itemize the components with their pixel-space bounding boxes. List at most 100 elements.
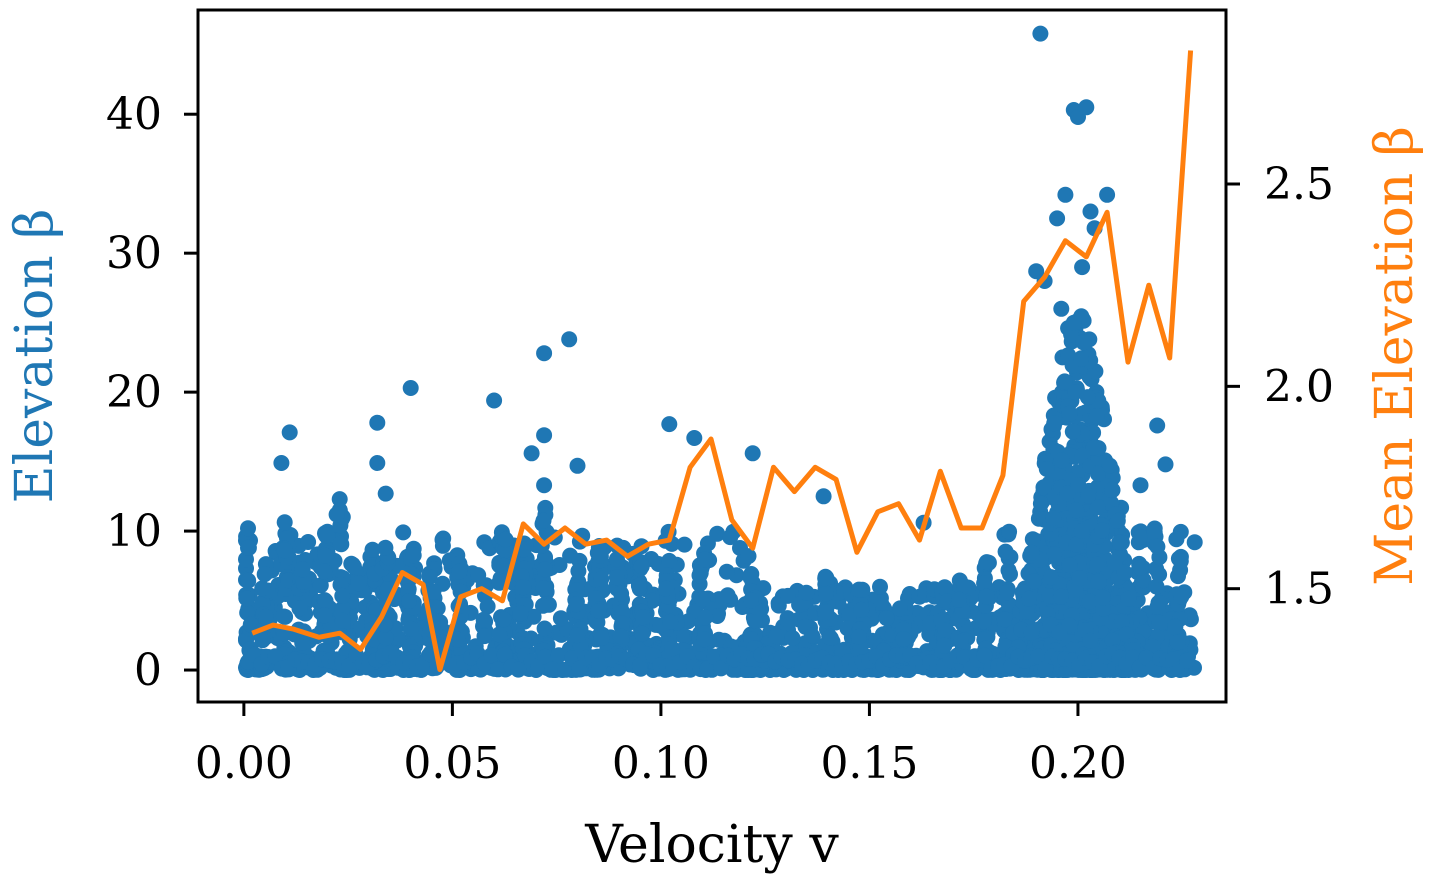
scatter-point	[240, 539, 256, 556]
scatter-point	[1067, 384, 1084, 401]
scatter-point	[664, 640, 681, 657]
scatter-point	[536, 345, 553, 362]
scatter-point	[1173, 588, 1190, 605]
scatter-point	[1030, 648, 1047, 665]
scatter-point	[1090, 573, 1107, 590]
scatter-point	[676, 536, 693, 553]
scatter-point	[612, 628, 629, 645]
scatter-point	[1099, 186, 1116, 203]
scatter-point	[822, 629, 839, 646]
scatter-point	[996, 611, 1013, 628]
scatter-point	[673, 627, 690, 643]
scatter-point	[510, 661, 527, 678]
scatter-point	[1149, 538, 1166, 555]
scatter-point	[1168, 531, 1185, 548]
scatter-point	[1094, 589, 1111, 606]
scatter-point	[817, 570, 834, 587]
scatter-point	[267, 648, 284, 665]
scatter-point	[256, 566, 273, 583]
scatter-point	[551, 557, 568, 573]
scatter-point	[1169, 634, 1186, 651]
scatter-point	[613, 585, 630, 602]
scatter-point	[486, 392, 503, 409]
x-tick-label: 0.10	[612, 738, 710, 789]
scatter-point	[1046, 415, 1063, 432]
scatter-point	[350, 575, 367, 592]
scatter-point	[1095, 600, 1111, 617]
scatter-point	[512, 605, 529, 622]
scatter-point	[490, 661, 506, 678]
scatter-point	[976, 575, 993, 592]
scatter-point	[1075, 334, 1092, 351]
scatter-point	[997, 543, 1014, 560]
scatter-point	[316, 563, 333, 580]
scatter-point	[1089, 499, 1106, 516]
scatter-point	[719, 587, 736, 604]
scatter-point	[395, 524, 412, 541]
scatter-point	[614, 615, 631, 632]
scatter-point	[1109, 512, 1126, 529]
scatter-point	[978, 588, 995, 605]
scatter-point	[476, 628, 493, 645]
scatter-point	[1043, 569, 1059, 586]
scatter-point	[1032, 495, 1049, 512]
scatter-point	[1135, 572, 1152, 589]
scatter-point	[1068, 502, 1085, 519]
scatter-point	[291, 600, 308, 617]
scatter-point	[1071, 570, 1088, 587]
x-tick-label: 0.15	[820, 738, 918, 789]
scatter-point	[839, 620, 856, 637]
y-left-tick-label: 0	[134, 645, 162, 696]
scatter-point	[1037, 660, 1054, 677]
scatter-point	[713, 660, 729, 677]
scatter-point	[569, 457, 586, 474]
scatter-point	[1002, 566, 1018, 583]
scatter-point	[593, 570, 610, 587]
scatter-point	[1082, 203, 1099, 220]
scatter-point	[369, 414, 386, 431]
scatter-point	[345, 558, 362, 575]
scatter-point	[662, 613, 679, 630]
scatter-point	[818, 585, 834, 602]
scatter-point	[569, 627, 586, 644]
scatter-point	[841, 607, 857, 624]
scatter-point	[377, 629, 394, 646]
scatter-point	[377, 539, 394, 556]
scatter-point	[1065, 314, 1082, 331]
scatter-point	[1111, 534, 1128, 551]
plot-frame	[196, 8, 1228, 704]
scatter-point	[294, 561, 311, 578]
scatter-point	[479, 598, 496, 615]
y-right-tick-label: 2.0	[1264, 361, 1334, 412]
scatter-point	[332, 535, 349, 552]
scatter-point	[1078, 99, 1095, 116]
scatter-point	[614, 604, 631, 621]
scatter-point	[817, 604, 834, 621]
scatter-point	[1023, 544, 1040, 561]
y-right-tick-label: 2.5	[1264, 159, 1334, 210]
scatter-point	[295, 574, 312, 590]
y-axis-right-title: Mean Elevation β	[1365, 126, 1425, 586]
scatter-point	[1049, 210, 1066, 227]
scatter-point	[709, 525, 726, 542]
scatter-point	[300, 534, 317, 550]
scatter-point	[951, 591, 967, 608]
scatter-point	[633, 558, 650, 575]
scatter-point	[552, 610, 569, 627]
scatter-point	[1172, 553, 1189, 570]
scatter-point	[238, 590, 255, 607]
scatter-point	[631, 657, 648, 674]
scatter-point	[784, 630, 801, 646]
scatter-point	[1061, 557, 1078, 574]
scatter-point	[1026, 573, 1042, 590]
scatter-point	[851, 581, 867, 598]
scatter-point	[1132, 477, 1149, 494]
scatter-point	[815, 488, 832, 505]
scatter-point	[475, 611, 492, 628]
scatter-point	[1148, 578, 1165, 595]
scatter-point	[1170, 568, 1186, 585]
scatter-point	[1090, 465, 1106, 482]
scatter-point	[1056, 373, 1073, 390]
scatter-point	[401, 593, 417, 609]
